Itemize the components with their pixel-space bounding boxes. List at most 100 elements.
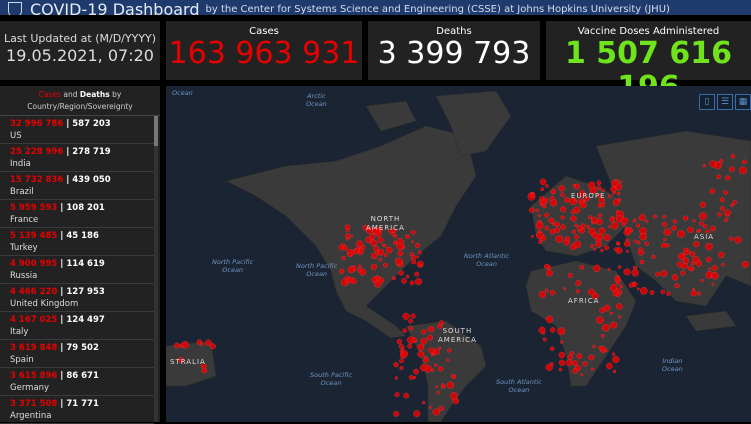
case-location-marker[interactable] bbox=[447, 348, 452, 353]
case-location-marker[interactable] bbox=[546, 269, 553, 277]
case-location-marker[interactable] bbox=[414, 243, 420, 248]
case-location-marker[interactable] bbox=[558, 359, 566, 366]
case-location-marker[interactable] bbox=[602, 323, 610, 332]
case-location-marker[interactable] bbox=[365, 236, 372, 244]
case-location-marker[interactable] bbox=[612, 369, 617, 373]
case-location-marker[interactable] bbox=[636, 223, 641, 228]
case-location-marker[interactable] bbox=[680, 270, 686, 276]
case-location-marker[interactable] bbox=[586, 225, 591, 229]
case-location-marker[interactable] bbox=[530, 235, 534, 238]
case-location-marker[interactable] bbox=[665, 243, 670, 248]
case-location-marker[interactable] bbox=[544, 212, 549, 218]
case-location-marker[interactable] bbox=[371, 263, 377, 270]
case-location-marker[interactable] bbox=[200, 363, 207, 370]
case-location-marker[interactable] bbox=[402, 328, 407, 333]
case-location-marker[interactable] bbox=[710, 225, 716, 232]
case-location-marker[interactable] bbox=[729, 236, 734, 241]
case-location-marker[interactable] bbox=[575, 289, 580, 294]
country-row[interactable]: 4 466 220 | 127 953 United Kingdom bbox=[0, 284, 154, 312]
case-location-marker[interactable] bbox=[420, 337, 428, 345]
case-location-marker[interactable] bbox=[347, 252, 353, 258]
case-location-marker[interactable] bbox=[616, 280, 621, 285]
case-location-marker[interactable] bbox=[639, 233, 647, 241]
case-location-marker[interactable] bbox=[408, 375, 414, 380]
country-row[interactable]: 5 959 593 | 108 201 France bbox=[0, 200, 154, 228]
case-location-marker[interactable] bbox=[700, 278, 704, 283]
case-location-marker[interactable] bbox=[615, 292, 621, 298]
case-location-marker[interactable] bbox=[591, 292, 599, 300]
case-location-marker[interactable] bbox=[693, 241, 700, 248]
case-location-marker[interactable] bbox=[420, 364, 428, 372]
case-location-marker[interactable] bbox=[610, 321, 618, 329]
case-location-marker[interactable] bbox=[660, 270, 668, 277]
case-location-marker[interactable] bbox=[558, 351, 566, 359]
case-location-marker[interactable] bbox=[210, 343, 216, 350]
case-location-marker[interactable] bbox=[617, 191, 621, 196]
case-location-marker[interactable] bbox=[373, 245, 379, 252]
case-location-marker[interactable] bbox=[397, 250, 404, 257]
case-location-marker[interactable] bbox=[563, 197, 570, 203]
case-location-marker[interactable] bbox=[550, 188, 557, 194]
case-location-marker[interactable] bbox=[597, 203, 602, 208]
case-location-marker[interactable] bbox=[342, 245, 348, 251]
case-location-marker[interactable] bbox=[399, 349, 403, 353]
case-location-marker[interactable] bbox=[674, 283, 680, 289]
country-row[interactable]: 4 900 995 | 114 619 Russia bbox=[0, 256, 154, 284]
case-location-marker[interactable] bbox=[721, 263, 725, 267]
case-location-marker[interactable] bbox=[396, 242, 404, 250]
case-location-marker[interactable] bbox=[661, 221, 667, 227]
case-location-marker[interactable] bbox=[573, 240, 581, 249]
case-location-marker[interactable] bbox=[588, 227, 596, 236]
map-canvas[interactable] bbox=[166, 86, 751, 422]
case-location-marker[interactable] bbox=[692, 256, 700, 264]
case-location-marker[interactable] bbox=[341, 256, 346, 261]
case-location-marker[interactable] bbox=[649, 290, 655, 295]
country-row[interactable]: 15 732 836 | 439 050 Brazil bbox=[0, 172, 154, 200]
case-location-marker[interactable] bbox=[438, 405, 444, 411]
case-location-marker[interactable] bbox=[616, 241, 620, 245]
case-location-marker[interactable] bbox=[697, 228, 702, 233]
case-location-marker[interactable] bbox=[610, 221, 619, 230]
case-location-marker[interactable] bbox=[612, 355, 620, 364]
case-location-marker[interactable] bbox=[542, 204, 547, 209]
case-location-marker[interactable] bbox=[610, 186, 617, 193]
case-location-marker[interactable] bbox=[370, 239, 378, 247]
case-location-marker[interactable] bbox=[350, 234, 354, 238]
case-location-marker[interactable] bbox=[550, 327, 556, 333]
case-location-marker[interactable] bbox=[393, 410, 400, 417]
country-row[interactable]: 4 167 025 | 124 497 Italy bbox=[0, 312, 154, 340]
case-location-marker[interactable] bbox=[636, 287, 640, 291]
case-location-marker[interactable] bbox=[560, 215, 565, 220]
case-location-marker[interactable] bbox=[357, 247, 361, 251]
case-location-marker[interactable] bbox=[428, 405, 432, 409]
case-location-marker[interactable] bbox=[597, 193, 602, 198]
case-location-marker[interactable] bbox=[607, 194, 612, 198]
case-location-marker[interactable] bbox=[563, 287, 567, 290]
case-location-marker[interactable] bbox=[689, 251, 696, 257]
case-location-marker[interactable] bbox=[595, 241, 602, 248]
case-location-marker[interactable] bbox=[652, 214, 657, 219]
case-location-marker[interactable] bbox=[725, 175, 731, 181]
case-location-marker[interactable] bbox=[446, 381, 454, 389]
case-location-marker[interactable] bbox=[371, 252, 378, 259]
case-location-marker[interactable] bbox=[629, 228, 633, 233]
case-location-marker[interactable] bbox=[617, 265, 622, 269]
case-location-marker[interactable] bbox=[356, 240, 363, 248]
case-location-marker[interactable] bbox=[687, 226, 694, 233]
case-location-marker[interactable] bbox=[540, 187, 544, 192]
case-location-marker[interactable] bbox=[384, 253, 388, 258]
case-location-marker[interactable] bbox=[711, 283, 715, 286]
case-location-marker[interactable] bbox=[681, 263, 688, 270]
case-location-marker[interactable] bbox=[345, 228, 350, 232]
case-location-marker[interactable] bbox=[569, 351, 574, 356]
case-location-marker[interactable] bbox=[598, 345, 603, 350]
case-location-marker[interactable] bbox=[383, 262, 388, 268]
case-location-marker[interactable] bbox=[592, 344, 596, 348]
case-location-marker[interactable] bbox=[411, 259, 416, 265]
case-location-marker[interactable] bbox=[620, 217, 628, 225]
case-location-marker[interactable] bbox=[719, 197, 725, 203]
case-location-marker[interactable] bbox=[603, 234, 611, 241]
country-row[interactable]: 3 619 848 | 79 502 Spain bbox=[0, 340, 154, 368]
case-location-marker[interactable] bbox=[633, 239, 637, 243]
case-location-marker[interactable] bbox=[574, 223, 578, 227]
